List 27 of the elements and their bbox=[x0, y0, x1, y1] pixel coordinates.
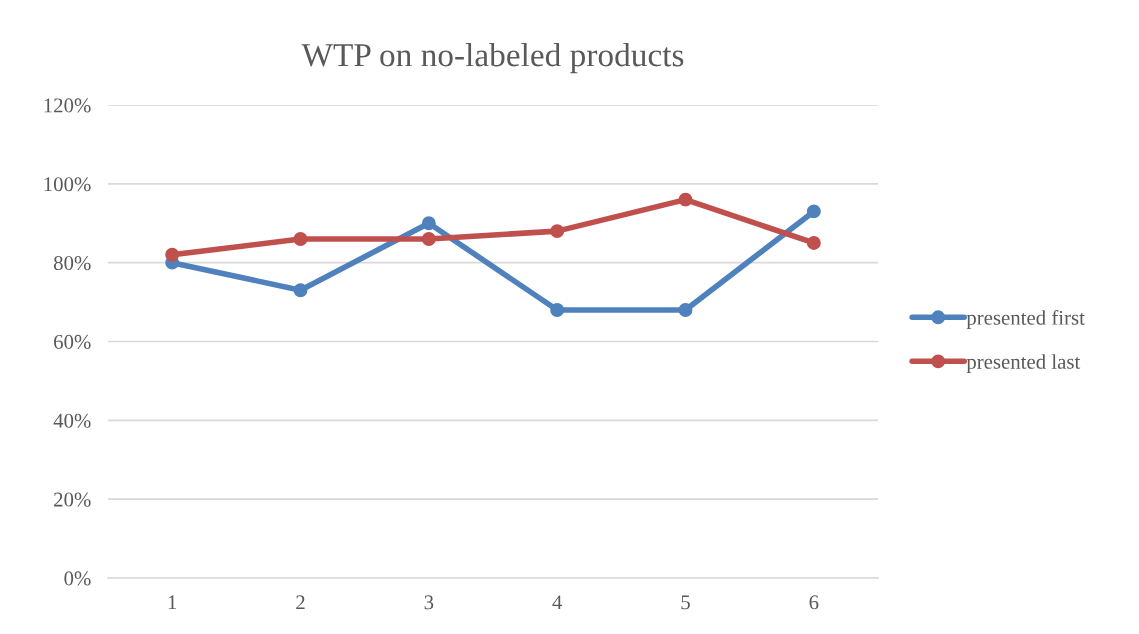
point bbox=[550, 303, 565, 317]
point bbox=[165, 247, 180, 262]
point bbox=[293, 232, 308, 246]
legend-label: presented last bbox=[966, 354, 1081, 374]
x-tick-label: 4 bbox=[552, 595, 563, 610]
point bbox=[421, 232, 436, 246]
y-tick-label: 20% bbox=[54, 492, 91, 507]
point bbox=[806, 204, 821, 219]
point bbox=[678, 303, 693, 317]
x-tick-label: 6 bbox=[809, 595, 819, 610]
chart-title: WTP on no-labeled products bbox=[301, 42, 684, 74]
y-tick-label: 60% bbox=[54, 334, 91, 349]
point bbox=[293, 283, 308, 298]
y-tick-label: 120% bbox=[44, 98, 91, 113]
legend-label: presented first bbox=[966, 309, 1085, 330]
y-tick-label: 100% bbox=[44, 177, 91, 192]
y-tick-label: 40% bbox=[53, 413, 91, 428]
point bbox=[550, 224, 565, 239]
x-tick-label: 1 bbox=[168, 595, 177, 610]
y-tick-label: 80% bbox=[53, 256, 91, 271]
x-tick-label: 2 bbox=[296, 595, 305, 610]
point bbox=[678, 192, 693, 207]
point bbox=[806, 236, 821, 250]
x-tick-label: 3 bbox=[424, 595, 434, 610]
point bbox=[421, 216, 436, 231]
x-tick-label: 5 bbox=[681, 595, 690, 610]
y-tick-label: 0% bbox=[64, 571, 91, 586]
